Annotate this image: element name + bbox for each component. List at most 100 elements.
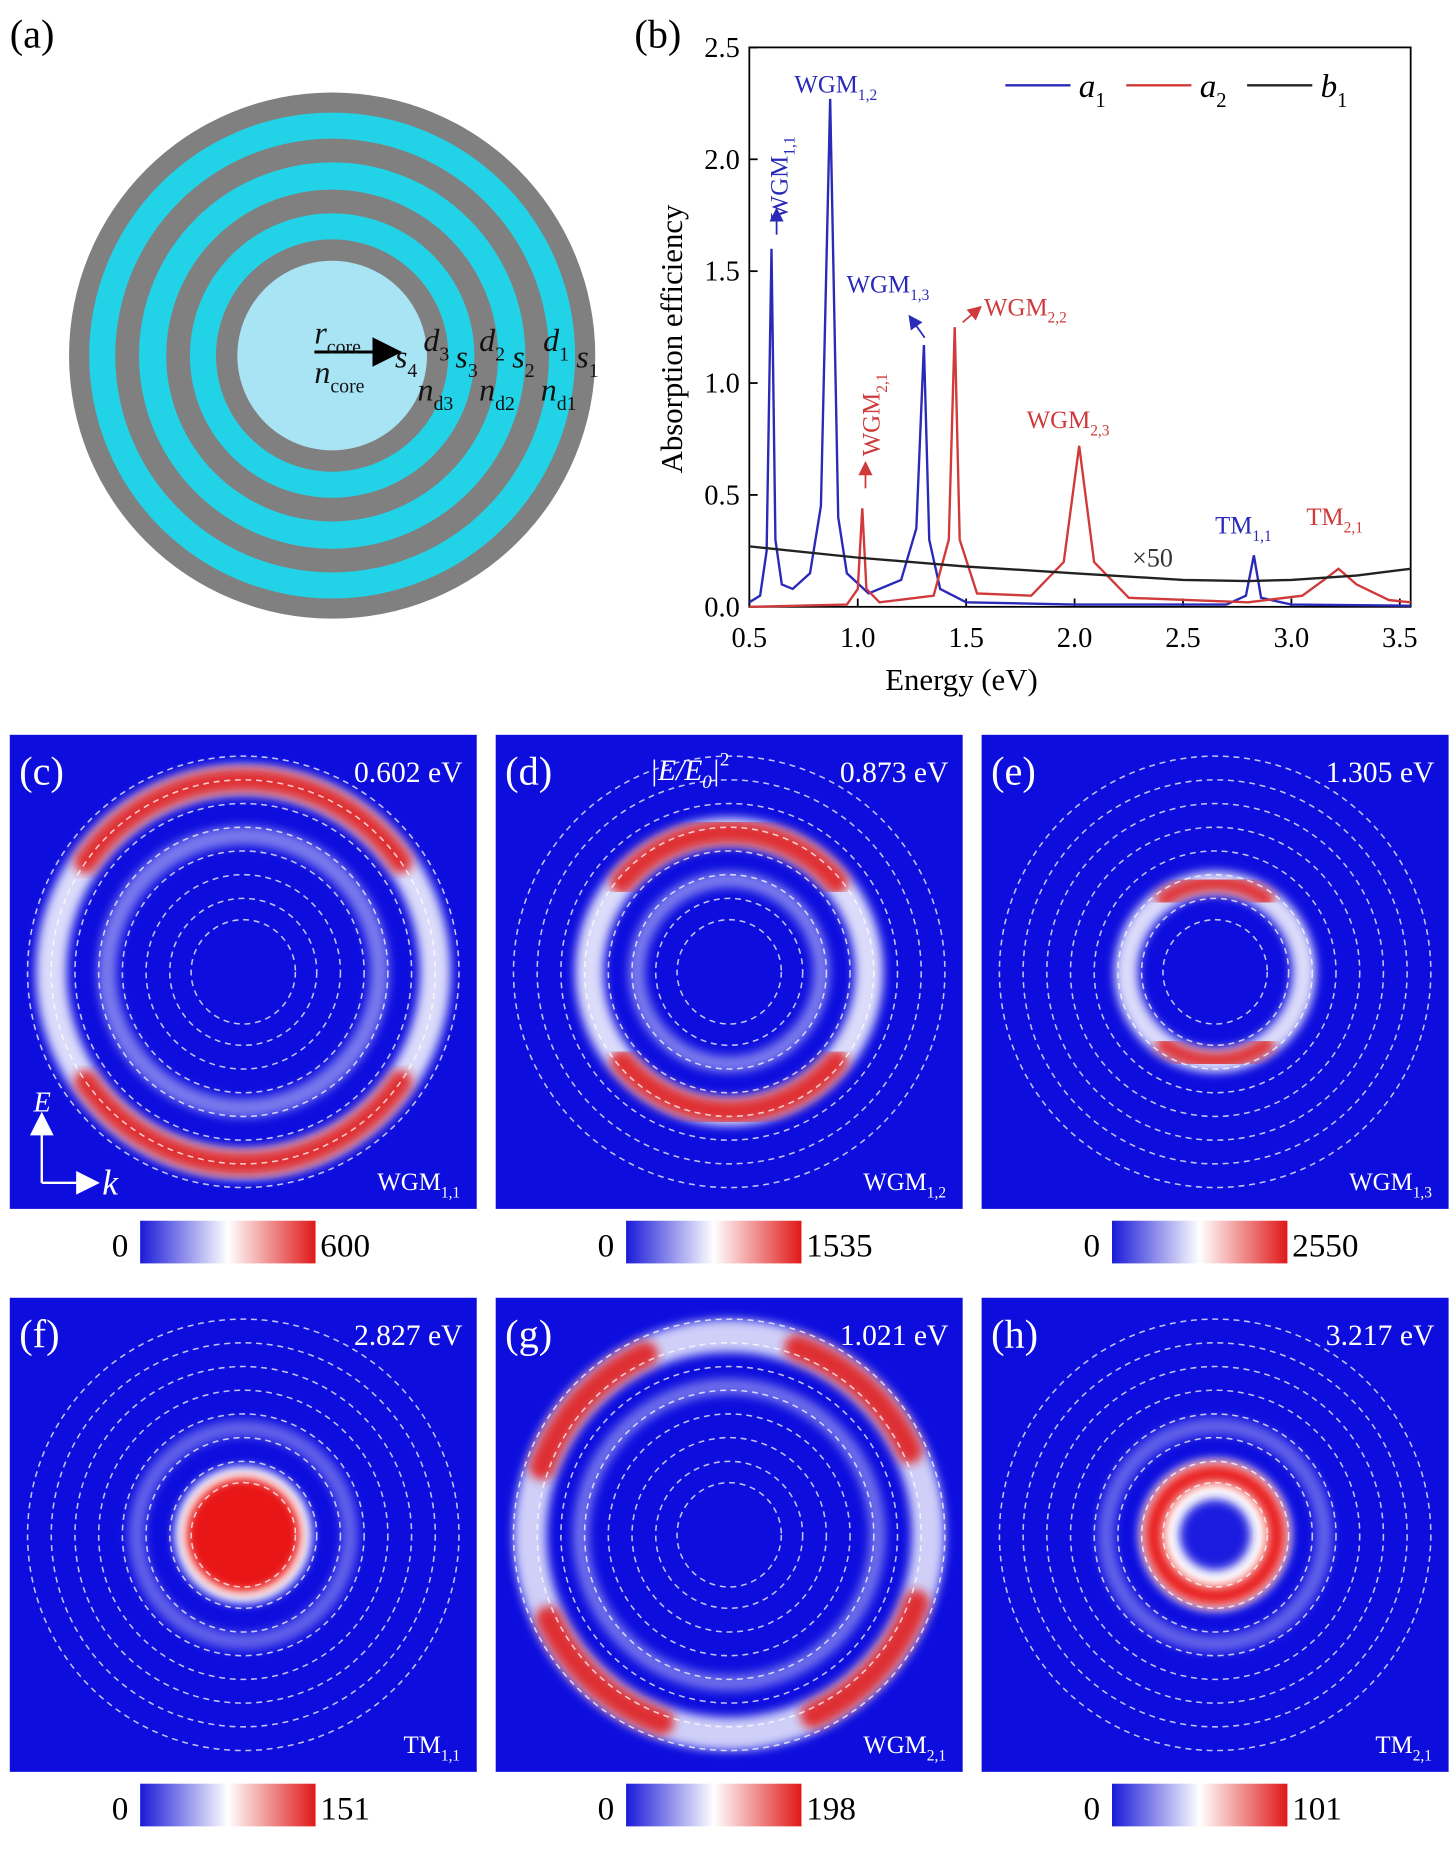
boundary	[998, 755, 1432, 1189]
label-text: WGM	[863, 1169, 927, 1196]
label-text: d	[423, 322, 440, 358]
boundary	[1117, 1436, 1314, 1633]
boundary	[1046, 1365, 1385, 1704]
label-text: s	[576, 338, 588, 374]
label-text: n	[479, 372, 495, 408]
label-sub: 1,1	[1252, 528, 1271, 545]
layer-label: s3	[455, 338, 477, 382]
field-ring	[628, 871, 830, 1073]
label-sub: core	[327, 336, 361, 358]
peak-label: TM1,1	[1215, 512, 1272, 544]
e-label: E	[32, 1088, 50, 1119]
boundary	[607, 850, 851, 1094]
boundary	[654, 1460, 804, 1610]
field-lobe	[1155, 1036, 1275, 1070]
boundary	[169, 1460, 318, 1610]
peak-label: WGM1,3	[847, 272, 930, 304]
label-text: TM	[1375, 1732, 1412, 1759]
boundary	[50, 1342, 437, 1728]
mode-label: WGM1,3	[1349, 1169, 1432, 1201]
field-ring	[1144, 1463, 1287, 1606]
energy-label: 1.021 eV	[840, 1320, 949, 1352]
label-sub: 2,3	[1090, 422, 1110, 439]
boundary	[26, 1318, 460, 1752]
peak-label: WGM2,2	[984, 294, 1067, 326]
label-sub: 0	[702, 772, 712, 793]
label-text: WGM	[1349, 1169, 1413, 1196]
mode-label: TM1,1	[404, 1732, 461, 1764]
boundary	[1093, 1413, 1337, 1657]
legend-label: b1	[1321, 68, 1348, 112]
colorbar	[626, 1783, 802, 1827]
label-text: WGM	[984, 294, 1048, 321]
label-sub: 2,2	[1048, 310, 1067, 327]
label-text: |E/E	[650, 755, 703, 787]
label-text: WGM	[794, 71, 858, 98]
label-text: |	[712, 755, 720, 787]
y-tick-label: 1.0	[704, 369, 740, 400]
boundary	[676, 918, 783, 1025]
legend-label: a1	[1079, 68, 1106, 112]
field-ring	[97, 826, 390, 1118]
boundary	[74, 1365, 413, 1704]
field-ring	[572, 1378, 886, 1692]
label-sub: 1,1	[441, 1747, 460, 1764]
colorbar-min: 0	[598, 1790, 615, 1827]
boundary	[169, 897, 318, 1047]
colorbar	[140, 1220, 316, 1264]
layer-label: d2	[479, 322, 505, 366]
layer-label: s2	[512, 338, 534, 382]
panel-label: (c)	[19, 749, 64, 794]
boundary	[1140, 897, 1290, 1047]
boundary	[145, 1436, 342, 1633]
chart-arrows	[769, 207, 982, 489]
colorbar-max: 2550	[1292, 1227, 1358, 1264]
colorbar-min: 0	[1084, 1227, 1101, 1264]
label-text: s	[455, 338, 467, 374]
field-lobe	[610, 1049, 849, 1124]
label-sub: d1	[557, 393, 577, 415]
boundary	[1022, 779, 1408, 1165]
panel-label: (g)	[505, 1312, 552, 1357]
boundary	[1022, 1342, 1408, 1728]
x-tick-label: 1.0	[840, 623, 876, 654]
y-tick-label: 2.5	[704, 33, 740, 64]
boundary	[512, 1318, 946, 1752]
label-sub: 1,3	[910, 287, 930, 304]
boundary	[631, 873, 828, 1070]
panel-label: (d)	[505, 749, 552, 794]
boundary	[190, 918, 297, 1025]
label-text: d	[543, 322, 560, 358]
mode-label: TM2,1	[1375, 1732, 1432, 1764]
peak-label: WGM2,3	[1027, 407, 1110, 439]
field-core	[186, 1477, 301, 1592]
label-text: WGM	[859, 393, 886, 457]
layer-label: ncore	[314, 354, 364, 398]
layer-label: nd1	[541, 372, 577, 416]
colorbar-min: 0	[598, 1227, 615, 1264]
map-background	[495, 1297, 963, 1772]
label-text: a	[1200, 68, 1217, 105]
field-map	[495, 734, 963, 1209]
k-label: k	[102, 1163, 119, 1203]
colorbar	[626, 1220, 802, 1264]
label-sub: 1,2	[858, 87, 877, 104]
boundary	[512, 755, 946, 1189]
energy-label: 0.602 eV	[354, 757, 463, 789]
quantity-label: |E/E0|2	[650, 750, 730, 794]
line-series	[749, 545, 1411, 583]
energy-label: 0.873 eV	[840, 757, 949, 789]
peak-label: TM2,1	[1306, 504, 1363, 536]
plot-frame	[748, 46, 1412, 608]
map-background	[981, 734, 1449, 1209]
label-sub: 1,1	[441, 1184, 460, 1201]
panel-label: (b)	[634, 11, 681, 56]
label-text: n	[314, 354, 330, 390]
x-tick-label: 2.0	[1057, 623, 1093, 654]
boundary	[1046, 802, 1385, 1141]
layer-label: nd3	[417, 372, 453, 416]
boundary	[1069, 826, 1361, 1118]
colorbar	[1112, 1220, 1288, 1264]
label-text: WGM	[1027, 407, 1091, 434]
label-sub: 1	[589, 360, 599, 382]
